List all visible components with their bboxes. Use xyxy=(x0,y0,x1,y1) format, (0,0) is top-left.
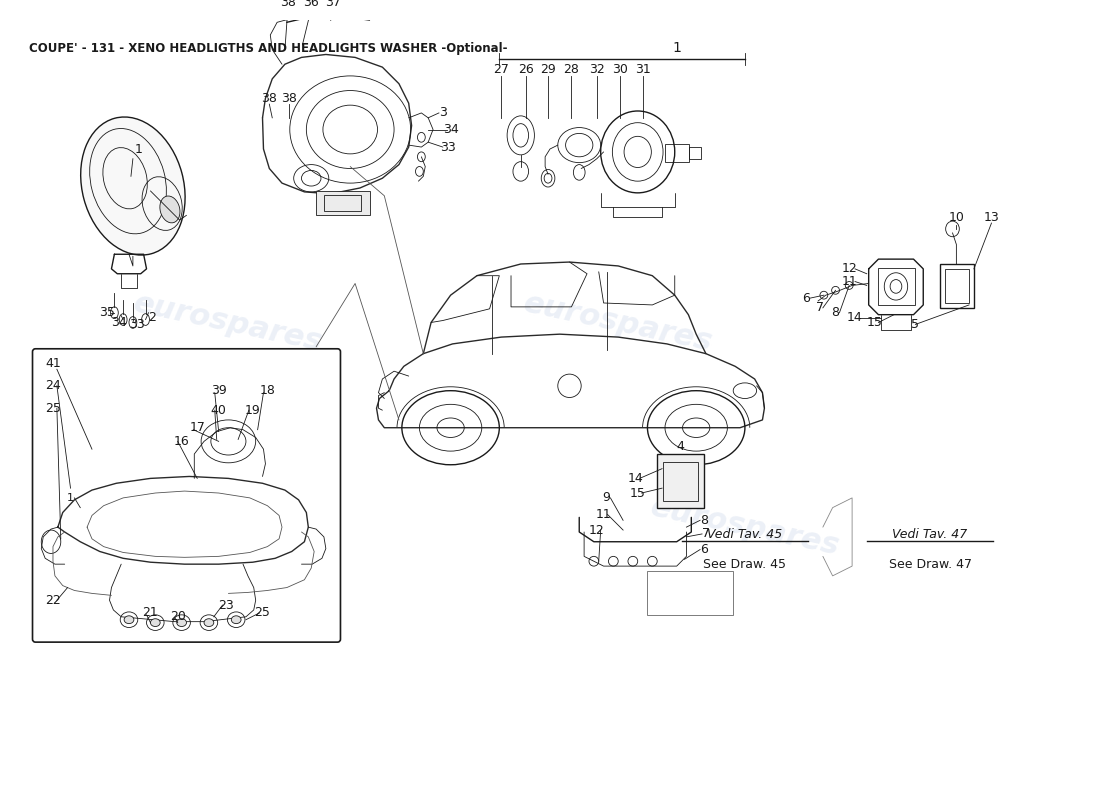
Bar xyxy=(939,264,974,308)
Text: 11: 11 xyxy=(596,508,612,521)
Text: 39: 39 xyxy=(211,384,227,397)
Bar xyxy=(945,269,969,303)
Text: See Draw. 45: See Draw. 45 xyxy=(703,558,786,571)
Text: 14: 14 xyxy=(628,472,643,485)
Text: COUPE' - 131 - XENO HEADLIGTHS AND HEADLIGHTS WASHER -Optional-: COUPE' - 131 - XENO HEADLIGTHS AND HEADL… xyxy=(29,42,507,55)
Text: 23: 23 xyxy=(219,598,234,611)
Ellipse shape xyxy=(231,616,241,624)
Text: 20: 20 xyxy=(169,610,186,623)
Text: 31: 31 xyxy=(635,62,650,75)
Text: 38: 38 xyxy=(262,92,277,105)
Bar xyxy=(648,571,734,615)
Text: 30: 30 xyxy=(613,62,628,75)
Text: 41: 41 xyxy=(45,357,60,370)
Bar xyxy=(879,268,915,305)
Text: 24: 24 xyxy=(45,379,60,392)
Text: 32: 32 xyxy=(588,62,605,75)
Ellipse shape xyxy=(204,618,213,626)
Bar xyxy=(657,454,704,508)
Text: 11: 11 xyxy=(842,275,857,288)
Text: 8: 8 xyxy=(832,306,839,319)
Bar xyxy=(323,195,361,211)
Bar xyxy=(663,462,698,501)
Text: 6: 6 xyxy=(700,543,708,556)
Text: 38: 38 xyxy=(279,0,296,10)
Text: 36: 36 xyxy=(304,0,319,10)
Text: eurospares: eurospares xyxy=(521,288,715,357)
Text: 34: 34 xyxy=(111,316,128,329)
Text: Vedi Tav. 45: Vedi Tav. 45 xyxy=(707,528,782,541)
Text: 13: 13 xyxy=(983,210,999,224)
Text: 4: 4 xyxy=(676,440,684,453)
Text: eurospares: eurospares xyxy=(131,288,326,357)
Text: 35: 35 xyxy=(99,306,114,319)
Text: 5: 5 xyxy=(912,318,920,331)
Text: 40: 40 xyxy=(211,404,227,417)
Text: 15: 15 xyxy=(867,316,882,329)
Ellipse shape xyxy=(177,618,187,626)
Text: Vedi Tav. 47: Vedi Tav. 47 xyxy=(892,528,968,541)
Text: 38: 38 xyxy=(280,92,297,105)
Text: 7: 7 xyxy=(702,527,710,541)
Text: 33: 33 xyxy=(440,141,455,154)
Text: 19: 19 xyxy=(245,404,261,417)
Text: See Draw. 47: See Draw. 47 xyxy=(889,558,971,571)
Ellipse shape xyxy=(80,117,185,255)
Text: 12: 12 xyxy=(842,262,857,275)
Text: 34: 34 xyxy=(442,123,459,136)
Text: 16: 16 xyxy=(174,435,189,448)
Text: 33: 33 xyxy=(129,318,145,331)
Text: 9: 9 xyxy=(603,491,611,504)
Text: 28: 28 xyxy=(563,62,580,75)
Text: 1: 1 xyxy=(135,142,143,155)
Text: 22: 22 xyxy=(45,594,60,606)
Text: 17: 17 xyxy=(189,422,206,434)
Bar xyxy=(316,191,370,215)
Text: 1: 1 xyxy=(67,493,74,503)
Text: 27: 27 xyxy=(493,62,509,75)
Bar xyxy=(690,147,701,158)
Ellipse shape xyxy=(151,618,161,626)
Text: 7: 7 xyxy=(816,302,824,314)
Text: 37: 37 xyxy=(324,0,341,10)
Text: 25: 25 xyxy=(254,606,271,619)
Ellipse shape xyxy=(160,196,180,223)
Text: 25: 25 xyxy=(45,402,60,414)
Text: 21: 21 xyxy=(143,606,158,619)
Text: 12: 12 xyxy=(588,523,605,537)
Text: 15: 15 xyxy=(630,486,646,499)
Text: 8: 8 xyxy=(700,514,708,527)
Bar xyxy=(666,144,690,162)
Text: 14: 14 xyxy=(847,311,862,324)
Ellipse shape xyxy=(124,616,134,624)
Text: 2: 2 xyxy=(148,311,156,324)
Text: 29: 29 xyxy=(540,62,556,75)
Text: 1: 1 xyxy=(672,41,681,54)
Text: 6: 6 xyxy=(802,292,811,305)
Text: 10: 10 xyxy=(948,210,965,224)
Text: 18: 18 xyxy=(260,384,275,397)
Text: eurospares: eurospares xyxy=(648,493,843,562)
Text: 26: 26 xyxy=(518,62,534,75)
Text: 3: 3 xyxy=(439,106,447,119)
